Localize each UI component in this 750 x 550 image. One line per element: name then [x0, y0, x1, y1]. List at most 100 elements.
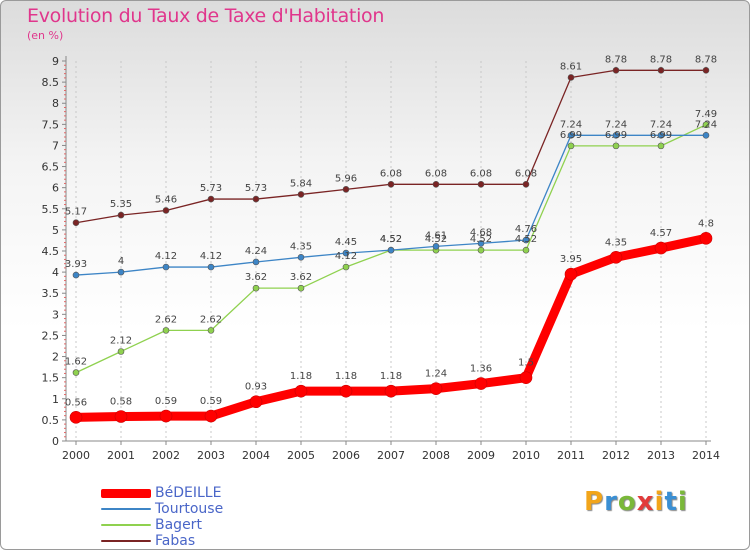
logo-letter: r — [604, 487, 618, 517]
data-label: 4.57 — [650, 228, 672, 239]
data-label: 0.59 — [155, 396, 177, 407]
data-point — [117, 268, 125, 276]
data-point — [657, 142, 665, 150]
y-tick-label: 5 — [52, 224, 59, 237]
x-tick-label: 2012 — [602, 449, 630, 462]
x-tick-label: 2014 — [692, 449, 720, 462]
y-axis-unit: (en %) — [27, 29, 64, 42]
data-label: 6.99 — [605, 130, 627, 141]
data-point — [297, 254, 305, 261]
data-label: 7.24 — [650, 119, 672, 130]
x-tick-label: 2007 — [377, 449, 405, 462]
y-tick-label: 1.5 — [42, 372, 60, 385]
data-point — [519, 371, 533, 384]
data-label: 4 — [118, 256, 124, 267]
data-label: 8.61 — [560, 61, 582, 72]
y-tick-label: 2.5 — [42, 329, 60, 342]
y-tick-label: 7.5 — [42, 118, 60, 131]
data-label: 4.52 — [380, 234, 402, 245]
data-label: 8.78 — [605, 54, 627, 65]
data-point — [69, 411, 83, 424]
data-point — [702, 121, 710, 129]
data-point — [297, 284, 305, 292]
data-label: 0.58 — [110, 397, 132, 408]
data-label: 4.35 — [605, 237, 627, 248]
y-tick-label: 2 — [52, 351, 59, 364]
data-label: 2.62 — [155, 314, 177, 325]
data-label: 5.35 — [110, 199, 132, 210]
data-point — [117, 211, 125, 219]
data-label: 0.56 — [65, 397, 87, 408]
data-point — [294, 384, 308, 398]
data-point — [252, 284, 260, 292]
data-point — [204, 409, 218, 423]
data-point — [72, 219, 80, 227]
data-point — [432, 180, 440, 188]
data-point — [657, 66, 665, 74]
x-tick-label: 2003 — [197, 449, 225, 462]
data-label: 6.08 — [470, 168, 492, 179]
logo-letter: i — [654, 487, 665, 517]
data-point — [432, 243, 440, 250]
data-label: 2.62 — [200, 314, 222, 325]
data-point — [522, 180, 530, 188]
y-tick-label: 9 — [52, 55, 59, 68]
data-point — [162, 263, 170, 271]
y-tick-label: 8 — [52, 97, 59, 110]
data-label: 1.24 — [425, 369, 447, 380]
logo-letter: x — [636, 487, 655, 517]
data-label: 4.12 — [200, 251, 222, 262]
data-point — [339, 384, 353, 398]
series-layer — [69, 66, 713, 424]
data-label: 5.17 — [65, 207, 87, 218]
y-tick-label: 8.5 — [42, 76, 60, 89]
data-label: 1.18 — [335, 371, 357, 382]
data-label: 4.52 — [425, 234, 447, 245]
data-point — [522, 236, 530, 244]
data-label: 1.62 — [65, 357, 87, 368]
data-label: 5.96 — [335, 173, 357, 184]
data-label: 2.12 — [110, 335, 132, 346]
data-point — [249, 395, 263, 409]
data-point — [564, 267, 578, 281]
data-point — [252, 195, 260, 203]
data-label: 0.93 — [245, 382, 267, 393]
data-label: 6.08 — [425, 168, 447, 179]
legend-swatch — [101, 540, 151, 542]
data-labels: 0.56 0.58 0.59 0.59 0.93 1.18 1.18 1.18 1.24 1.36… — [65, 54, 717, 408]
data-label: 4.12 — [335, 251, 357, 262]
data-label: 4.45 — [335, 237, 357, 248]
data-point — [342, 186, 350, 193]
data-label: 4.76 — [515, 224, 537, 235]
x-tick-label: 2002 — [152, 449, 180, 462]
data-point — [699, 232, 713, 245]
logo-letter: o — [617, 487, 637, 517]
data-point — [387, 180, 395, 188]
legend-swatch — [101, 488, 151, 498]
y-tick-label: 6.5 — [42, 161, 60, 174]
data-label: 7.24 — [605, 119, 627, 130]
legend-label: Fabas — [155, 533, 196, 549]
data-point — [117, 348, 125, 355]
y-tick-label: 4 — [52, 266, 59, 279]
data-point — [207, 195, 215, 203]
axes: 0 0.5 1 1.5 2 2.5 3 3.5 4 4.5 5 5.5 6 6.5 7 7.5 8 8.5 9 200… — [42, 55, 721, 462]
data-point — [252, 258, 260, 266]
data-point — [477, 246, 485, 254]
data-label: 4.61 — [425, 230, 447, 241]
x-tick-label: 2001 — [107, 449, 135, 462]
proxiti-logo: Proxiti — [584, 487, 688, 517]
data-label: 4.52 — [380, 234, 402, 245]
data-point — [207, 263, 215, 271]
data-label: 6.08 — [515, 168, 537, 179]
data-point — [474, 377, 488, 390]
x-tick-label: 2013 — [647, 449, 675, 462]
data-point — [567, 74, 575, 81]
legend-label: Tourtouse — [155, 501, 224, 517]
data-label: 5.84 — [290, 178, 312, 189]
data-label: 4.52 — [515, 234, 537, 245]
logo-letter: i — [677, 487, 688, 517]
data-label: 6.08 — [380, 168, 402, 179]
data-label: 1.36 — [470, 364, 492, 375]
legend-label: BéDEILLE — [155, 485, 222, 501]
